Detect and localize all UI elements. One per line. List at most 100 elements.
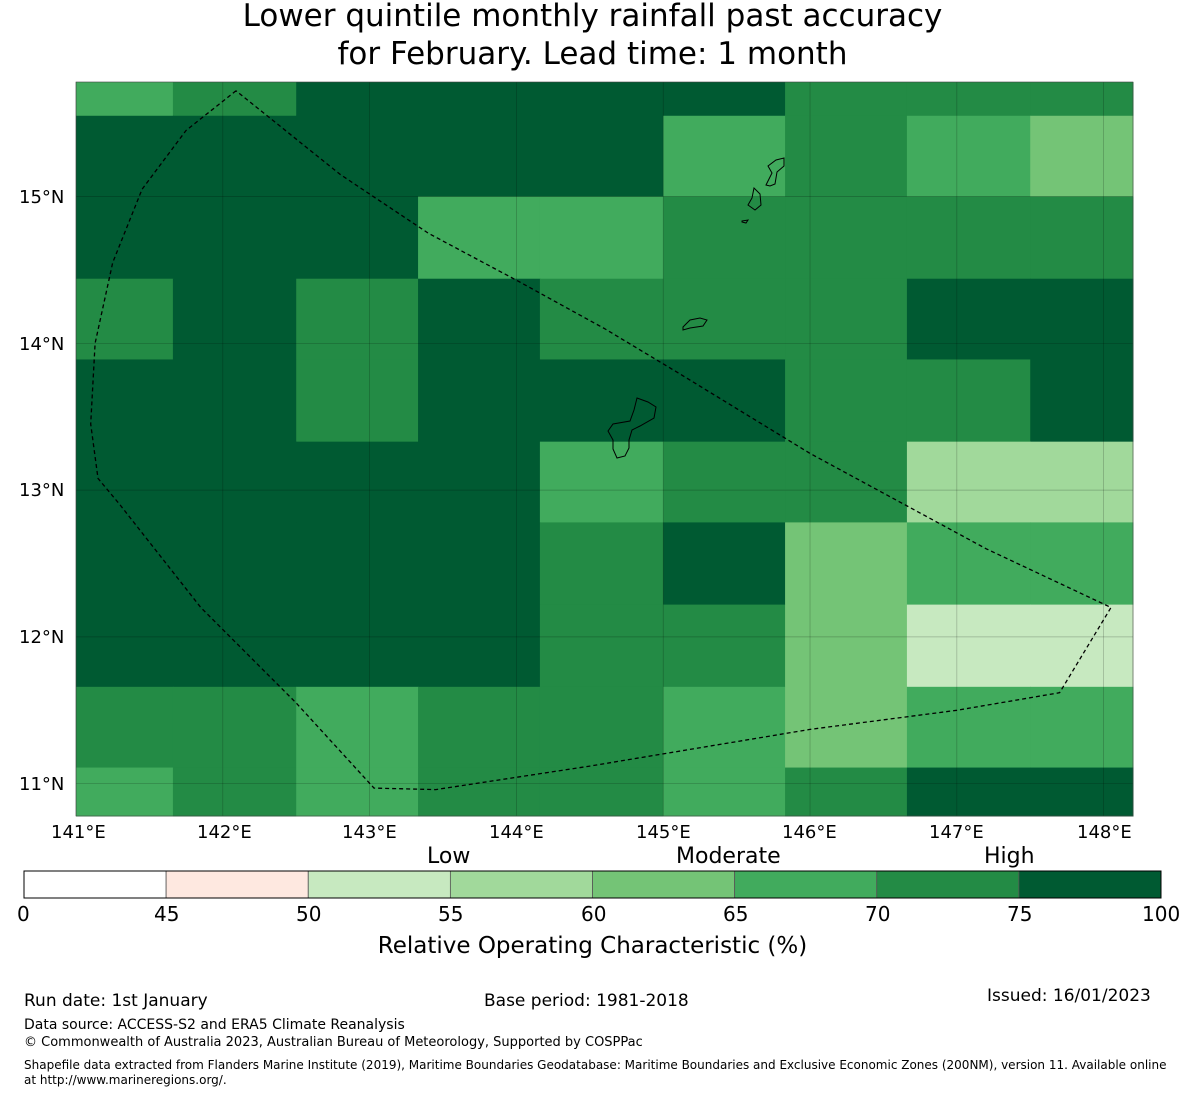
lon-tick-147: 147°E (929, 822, 984, 843)
colorbar-tick-65: 65 (723, 902, 749, 926)
lon-tick-148: 148°E (1077, 822, 1132, 843)
roc-cell (539, 196, 664, 280)
colorbar-label: Relative Operating Characteristic (%) (377, 933, 808, 959)
roc-cell (172, 359, 297, 443)
roc-cell (418, 278, 541, 360)
chart-title-line-1: Lower quintile monthly rainfall past acc… (242, 0, 943, 34)
colorbar-tick-45: 45 (154, 902, 180, 926)
run-date: Run date: 1st January (24, 991, 208, 1011)
roc-cell (906, 441, 1031, 523)
roc-cell (296, 604, 419, 688)
roc-cell (296, 196, 419, 280)
roc-cell (296, 278, 419, 360)
base-period: Base period: 1981-2018 (484, 991, 689, 1011)
roc-cell (663, 196, 786, 280)
roc-cell (418, 522, 541, 606)
colorbar-segment (165, 870, 309, 899)
roc-cell (906, 522, 1031, 606)
lon-tick-143: 143°E (342, 822, 397, 843)
roc-cell (172, 522, 297, 606)
roc-cell (172, 278, 297, 360)
roc-cell (663, 604, 786, 688)
chart-title-line-2: for February. Lead time: 1 month (337, 36, 848, 72)
colorbar-segment (876, 870, 1020, 899)
roc-cell (906, 278, 1031, 360)
lat-tick-15: 15°N (19, 187, 65, 208)
lon-tick-144: 144°E (489, 822, 544, 843)
roc-cell (539, 441, 664, 523)
roc-cell (1030, 278, 1134, 360)
roc-cell (1030, 441, 1134, 523)
shapefile-credit: Shapefile data extracted from Flanders M… (24, 1058, 1167, 1087)
roc-cell (539, 115, 664, 198)
eez-boundary (90, 90, 1112, 791)
issued-date: Issued: 16/01/2023 (987, 986, 1151, 1006)
roc-cell (172, 604, 297, 688)
colorbar-category-moderate: Moderate (676, 844, 781, 869)
roc-cell (418, 82, 541, 117)
roc-cell (785, 522, 908, 606)
roc-cell (418, 441, 541, 523)
lat-tick-11: 11°N (19, 774, 65, 795)
roc-cell (785, 196, 908, 280)
roc-cell (785, 359, 908, 443)
roc-cell (663, 115, 786, 198)
roc-cell (1030, 767, 1134, 817)
roc-cell (539, 82, 664, 117)
roc-grid-cells (76, 82, 1134, 817)
roc-cell (296, 359, 419, 443)
roc-cell (1030, 115, 1134, 198)
roc-cell (663, 278, 786, 360)
lat-tick-13: 13°N (19, 480, 65, 501)
roc-cell (418, 196, 541, 280)
roc-cell (906, 196, 1031, 280)
roc-cell (172, 441, 297, 523)
roc-cell (1030, 522, 1134, 606)
roc-cell (418, 604, 541, 688)
copyright: © Commonwealth of Australia 2023, Austra… (24, 1035, 643, 1050)
roc-cell (663, 522, 786, 606)
roc-cell (1030, 359, 1134, 443)
roc-cell (1030, 686, 1134, 769)
island-guam (607, 397, 657, 459)
colorbar-tick-75: 75 (1007, 902, 1033, 926)
roc-cell (1030, 604, 1134, 688)
colorbar-tick-55: 55 (438, 902, 464, 926)
roc-cell (418, 359, 541, 443)
roc-cell (663, 686, 786, 769)
colorbar-frame (23, 870, 1162, 899)
roc-cell (906, 604, 1031, 688)
roc-cell (906, 359, 1031, 443)
colorbar-segment (449, 870, 593, 899)
lon-tick-142: 142°E (197, 822, 252, 843)
lat-tick-14: 14°N (19, 334, 65, 355)
colorbar-segment (1018, 870, 1162, 899)
roc-cell (539, 767, 664, 817)
roc-cell (76, 82, 174, 117)
roc-cell (906, 115, 1031, 198)
roc-cell (663, 441, 786, 523)
data-source: Data source: ACCESS-S2 and ERA5 Climate … (24, 1017, 405, 1033)
roc-cell (296, 115, 419, 198)
roc-cell (418, 767, 541, 817)
lon-tick-145: 145°E (636, 822, 691, 843)
colorbar-tick-50: 50 (296, 902, 322, 926)
map-frame (75, 81, 1134, 817)
roc-cell (76, 278, 174, 360)
colorbar-segment (307, 870, 451, 899)
roc-map (75, 81, 1134, 817)
roc-cell (296, 441, 419, 523)
roc-cell (172, 82, 297, 117)
roc-cell (76, 359, 174, 443)
roc-cell (76, 522, 174, 606)
colorbar-segment (592, 870, 736, 899)
roc-cell (296, 686, 419, 769)
roc-cell (172, 115, 297, 198)
lon-tick-146: 146°E (782, 822, 837, 843)
roc-cell (418, 115, 541, 198)
colorbar-segment (23, 870, 167, 899)
lat-tick-12: 12°N (19, 627, 65, 648)
islands (607, 157, 785, 459)
roc-cell (76, 115, 174, 198)
colorbar-tick-100: 100 (1142, 902, 1181, 926)
